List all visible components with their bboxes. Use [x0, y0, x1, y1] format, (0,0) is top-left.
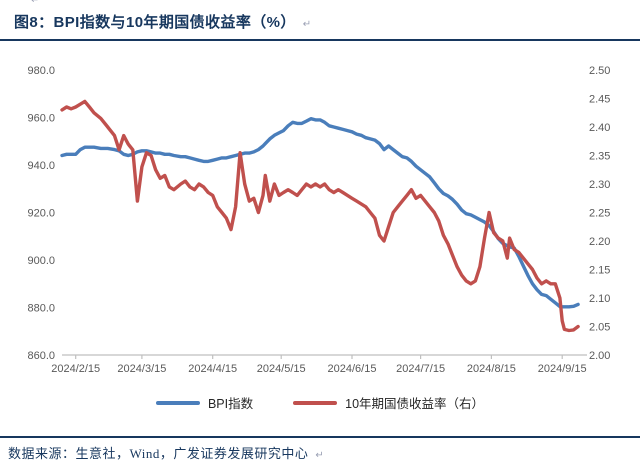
- right-tick-label: 2.50: [589, 65, 610, 77]
- left-tick-label: 880.0: [27, 302, 55, 314]
- legend-label-yield: 10年期国债收益率（右）: [345, 397, 485, 411]
- right-tick-label: 2.25: [589, 207, 610, 219]
- left-tick-label: 960.0: [27, 112, 55, 124]
- x-axis-labels: 2024/2/15 2024/3/15 2024/4/15 2024/5/15 2024…: [51, 355, 587, 375]
- paragraph-mark-title: ↵: [302, 19, 312, 30]
- page-title: 图8：BPI指数与10年期国债收益率（%） ↵: [14, 11, 312, 32]
- page-title-text: 图8：BPI指数与10年期国债收益率（%）: [14, 14, 296, 31]
- bpi-line: [60, 116, 580, 309]
- legend-label-bpi: BPI指数: [207, 397, 254, 411]
- x-tick-label: 2024/3/15: [117, 363, 166, 375]
- title-divider: [0, 39, 640, 41]
- right-tick-label: 2.35: [589, 150, 610, 162]
- left-tick-label: 920.0: [27, 207, 55, 219]
- chart-svg: 980.0960.0940.0920.0900.0880.0860.02.502…: [27, 65, 610, 375]
- right-axis-labels: 2.50 2.45 2.40 2.35 2.30 2.25 2.20 2.15 2.10 2.05…: [589, 65, 610, 362]
- right-tick-label: 2.45: [589, 93, 610, 105]
- right-tick-label: 2.40: [589, 122, 610, 134]
- right-tick-label: 2.15: [589, 264, 610, 276]
- yield-line: [60, 99, 580, 333]
- data-source: 数据来源：生意社，Wind，广发证券发展研究中心 ↵: [8, 443, 324, 462]
- data-source-text: 数据来源：生意社，Wind，广发证券发展研究中心: [8, 446, 309, 461]
- left-tick-label: 900.0: [27, 255, 55, 267]
- footer-divider: [0, 436, 640, 438]
- x-tick-label: 2024/7/15: [396, 363, 445, 375]
- legend-swatch-bpi: [155, 400, 200, 405]
- right-tick-label: 2.10: [589, 293, 610, 305]
- paragraph-mark-top: ↵: [31, 0, 40, 6]
- x-tick-label: 2024/4/15: [188, 363, 237, 375]
- x-tick-label: 2024/9/15: [538, 363, 587, 375]
- chart: 980.0 960.0 940.0 920.0 900.0 880.0 860.0 2.50 2…: [0, 45, 640, 420]
- paragraph-mark-footer: ↵: [315, 450, 325, 461]
- legend-item-bpi: BPI指数: [155, 393, 254, 412]
- right-tick-label: 2.30: [589, 179, 610, 191]
- x-tick-label: 2024/8/15: [467, 363, 516, 375]
- right-tick-label: 2.00: [589, 350, 610, 362]
- x-tick-label: 2024/5/15: [257, 363, 306, 375]
- right-tick-label: 2.05: [589, 321, 610, 333]
- left-tick-label: 860.0: [27, 350, 55, 362]
- left-axis-labels: 980.0 960.0 940.0 920.0 900.0 880.0 860.0: [27, 65, 55, 362]
- x-tick-label: 2024/2/15: [51, 363, 100, 375]
- legend-swatch-yield: [293, 400, 338, 405]
- left-tick-label: 940.0: [27, 160, 55, 172]
- right-tick-label: 2.20: [589, 236, 610, 248]
- legend: BPI指数 10年期国债收益率（右）: [0, 393, 640, 412]
- x-tick-label: 2024/6/15: [328, 363, 377, 375]
- legend-item-yield: 10年期国债收益率（右）: [293, 393, 484, 412]
- left-tick-label: 980.0: [27, 65, 55, 77]
